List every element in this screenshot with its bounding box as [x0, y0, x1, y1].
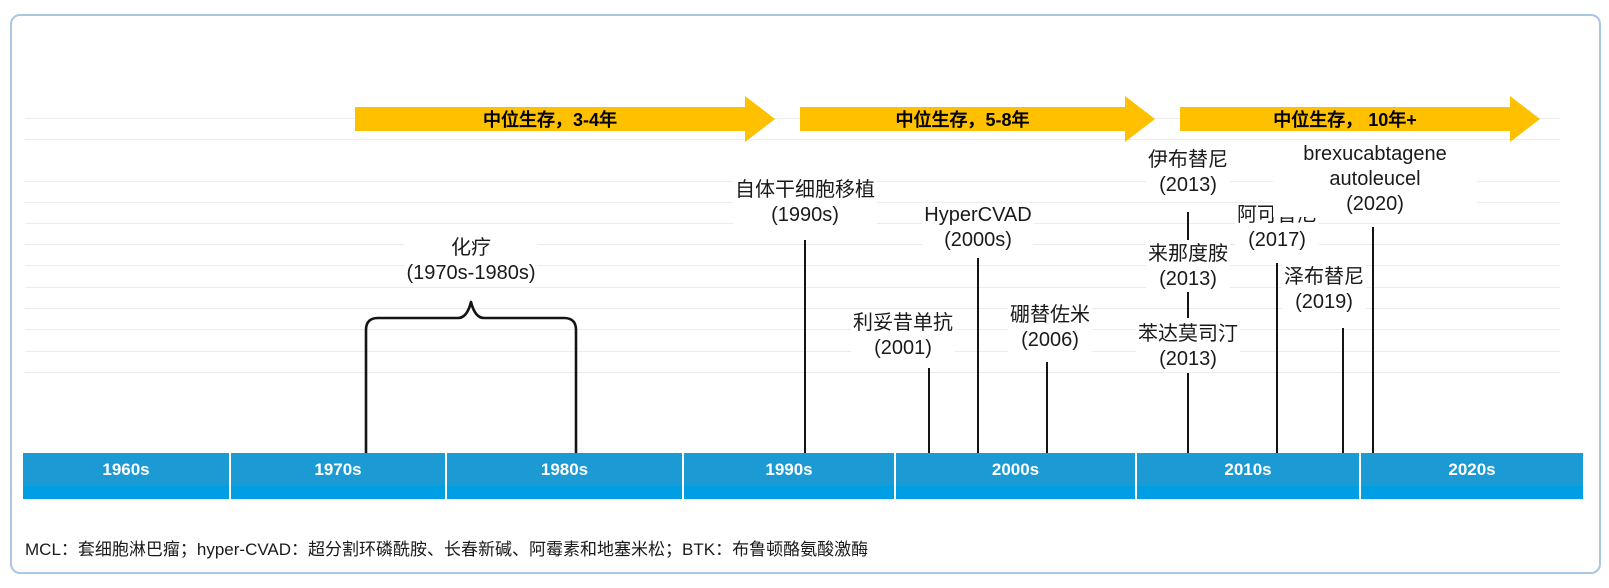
gridline [25, 139, 1560, 140]
abbreviation-footnote: MCL：套细胞淋巴瘤；hyper-CVAD：超分割环磷酰胺、长春新碱、阿霉素和地… [25, 540, 869, 559]
gridline [25, 308, 1560, 309]
chemo-range-bracket [364, 300, 578, 454]
label-lenalidomide-period: (2013) [1159, 268, 1217, 290]
connector-line-acalabrutinib [1276, 263, 1278, 453]
label-bortezomib-name: 硼替佐米 [1010, 304, 1090, 326]
timeline-segment-1980s: 1980s [447, 453, 684, 499]
connector-line-brexucabtagene [1372, 227, 1374, 453]
label-hypercvad: HyperCVAD (2000s) [922, 203, 1034, 253]
label-brexucabtagene: brexucabtagene autoleucel (2020) [1273, 142, 1477, 217]
gridline [25, 329, 1560, 330]
arrow-head-icon [1510, 96, 1540, 142]
label-rituximab-period: (2001) [874, 337, 932, 359]
survival-arrow-3-label: 中位生存， 10年+ [1180, 107, 1510, 131]
label-lenalidomide-name: 来那度胺 [1148, 243, 1228, 265]
label-bendamustine: 苯达莫司汀 (2013) [1136, 322, 1240, 372]
label-rituximab: 利妥昔单抗 (2001) [851, 311, 955, 361]
arrow-head-icon [745, 96, 775, 142]
label-ibrutinib-period: (2013) [1159, 174, 1217, 196]
connector-line-rituximab [928, 368, 930, 453]
label-chemo-period: (1970s-1980s) [406, 262, 536, 284]
survival-arrow-2-label: 中位生存，5-8年 [800, 107, 1125, 131]
timeline-segment-1990s: 1990s [684, 453, 896, 499]
label-zanubrutinib-name: 泽布替尼 [1284, 266, 1364, 288]
gridline [25, 265, 1560, 266]
label-zanubrutinib: 泽布替尼 (2019) [1282, 265, 1366, 315]
label-asct: 自体干细胞移植 (1990s) [733, 178, 877, 228]
label-acalabrutinib-period: (2017) [1248, 229, 1306, 251]
survival-arrow-1-label: 中位生存，3-4年 [355, 107, 745, 131]
gridline [25, 287, 1560, 288]
label-bendamustine-name: 苯达莫司汀 [1138, 323, 1238, 345]
label-bortezomib: 硼替佐米 (2006) [1008, 303, 1092, 353]
label-hypercvad-period: (2000s) [944, 229, 1012, 251]
gridline [25, 244, 1560, 245]
label-bendamustine-period: (2013) [1159, 348, 1217, 370]
gridline [25, 118, 1560, 119]
timeline-segment-1960s: 1960s [23, 453, 231, 499]
label-brexucabtagene-name: brexucabtagene autoleucel [1303, 143, 1447, 190]
connector-line-zanubrutinib [1342, 328, 1344, 453]
label-chemo-name: 化疗 [451, 237, 491, 259]
connector-line-hypercvad [977, 258, 979, 453]
label-bortezomib-period: (2006) [1021, 329, 1079, 351]
arrow-head-icon [1125, 96, 1155, 142]
connector-line-ibrutinib-lenalidomide [1187, 212, 1189, 240]
gridline [25, 351, 1560, 352]
timeline-segment-1970s: 1970s [231, 453, 447, 499]
gridline [25, 372, 1560, 373]
connector-line-asct [804, 240, 806, 453]
label-ibrutinib: 伊布替尼 (2013) [1146, 148, 1230, 198]
connector-line-bortezomib [1046, 362, 1048, 453]
label-lenalidomide: 来那度胺 (2013) [1146, 242, 1230, 292]
timeline-segment-2000s: 2000s [896, 453, 1137, 499]
decade-timeline-bar: 1960s 1970s 1980s 1990s 2000s 2010s 2020… [23, 453, 1583, 499]
label-brexucabtagene-period: (2020) [1346, 193, 1404, 215]
label-zanubrutinib-period: (2019) [1295, 291, 1353, 313]
label-rituximab-name: 利妥昔单抗 [853, 312, 953, 334]
connector-line-lenalidomide-bendamustine [1187, 292, 1189, 318]
label-asct-period: (1990s) [771, 204, 839, 226]
label-asct-name: 自体干细胞移植 [735, 179, 875, 201]
label-chemo: 化疗 (1970s-1980s) [404, 236, 538, 286]
timeline-segment-2010s: 2010s [1137, 453, 1361, 499]
label-ibrutinib-name: 伊布替尼 [1148, 149, 1228, 171]
connector-line-bendamustine [1187, 373, 1189, 453]
timeline-segment-2020s: 2020s [1361, 453, 1583, 499]
label-hypercvad-name: HyperCVAD [924, 204, 1032, 226]
